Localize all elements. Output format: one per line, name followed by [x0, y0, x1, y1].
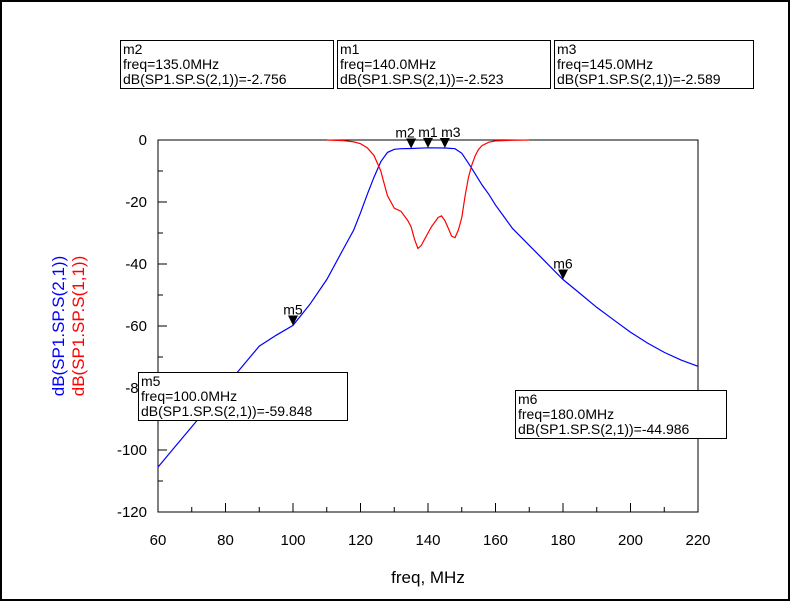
x-tick-label: 140 [415, 532, 440, 549]
y-tick-label: -20 [125, 194, 147, 211]
marker-triangle-m1[interactable] [423, 137, 433, 148]
x-tick-label: 160 [483, 532, 508, 549]
marker-readout-line: freq=135.0MHz [123, 56, 220, 72]
marker-readout-m3: m3 freq=145.0MHz dB(SP1.SP.S(2,1))=-2.589 [554, 40, 754, 89]
marker-readout-line: dB(SP1.SP.S(2,1))=-44.986 [518, 421, 690, 437]
marker-readout-line: freq=145.0MHz [557, 56, 654, 72]
marker-readout-line: dB(SP1.SP.S(2,1))=-59.848 [141, 403, 313, 419]
marker-label-m2: m2 [395, 125, 415, 141]
marker-readout-m2: m2 freq=135.0MHz dB(SP1.SP.S(2,1))=-2.756 [120, 40, 334, 89]
marker-label-m6: m6 [553, 255, 573, 271]
x-tick-label: 220 [685, 532, 710, 549]
marker-triangle-m5[interactable] [288, 315, 298, 326]
y-tick-label: -120 [117, 504, 147, 521]
marker-readout-line: freq=180.0MHz [518, 406, 615, 422]
plot-border [157, 139, 699, 513]
marker-readout-line: m3 [557, 41, 577, 57]
x-tick-label: 60 [150, 532, 167, 549]
marker-readout-line: dB(SP1.SP.S(2,1))=-2.589 [557, 71, 721, 87]
marker-readout-line: m6 [518, 391, 538, 407]
marker-readout-line: m5 [141, 373, 161, 389]
marker-triangle-m6[interactable] [558, 269, 568, 280]
series-line [326, 139, 530, 250]
marker-triangle-m2[interactable] [406, 138, 417, 149]
marker-readout-line: freq=100.0MHz [141, 388, 238, 404]
y-tick-label: -40 [125, 256, 147, 273]
marker-label-m1: m1 [418, 124, 438, 140]
marker-label-m3: m3 [441, 124, 461, 140]
y-axis-label: dB(SP1.SP.S(1,1)) [69, 256, 88, 396]
x-axis-label: freq, MHz [391, 568, 465, 587]
marker-triangle-m3[interactable] [439, 138, 450, 149]
marker-readout-m6: m6 freq=180.0MHz dB(SP1.SP.S(2,1))=-44.986 [515, 390, 727, 439]
x-tick-label: 80 [217, 532, 234, 549]
y-tick-label: 0 [139, 132, 147, 149]
marker-label-m5: m5 [283, 302, 303, 318]
marker-readout-line: dB(SP1.SP.S(2,1))=-2.756 [123, 71, 287, 87]
marker-readout-m5: m5 freq=100.0MHz dB(SP1.SP.S(2,1))=-59.848 [138, 372, 348, 421]
marker-readout-line: m2 [123, 41, 143, 57]
marker-readout-line: dB(SP1.SP.S(2,1))=-2.523 [340, 71, 504, 87]
y-tick-label: -60 [125, 318, 147, 335]
x-tick-label: 100 [280, 532, 305, 549]
x-tick-label: 180 [550, 532, 575, 549]
y-axis-label: dB(SP1.SP.S(2,1)) [49, 256, 68, 396]
marker-readout-m1: m1 freq=140.0MHz dB(SP1.SP.S(2,1))=-2.523 [337, 40, 551, 89]
x-tick-label: 120 [348, 532, 373, 549]
marker-readout-line: freq=140.0MHz [340, 56, 437, 72]
x-tick-label: 200 [618, 532, 643, 549]
y-tick-label: -100 [117, 442, 147, 459]
marker-readout-line: m1 [340, 41, 360, 57]
